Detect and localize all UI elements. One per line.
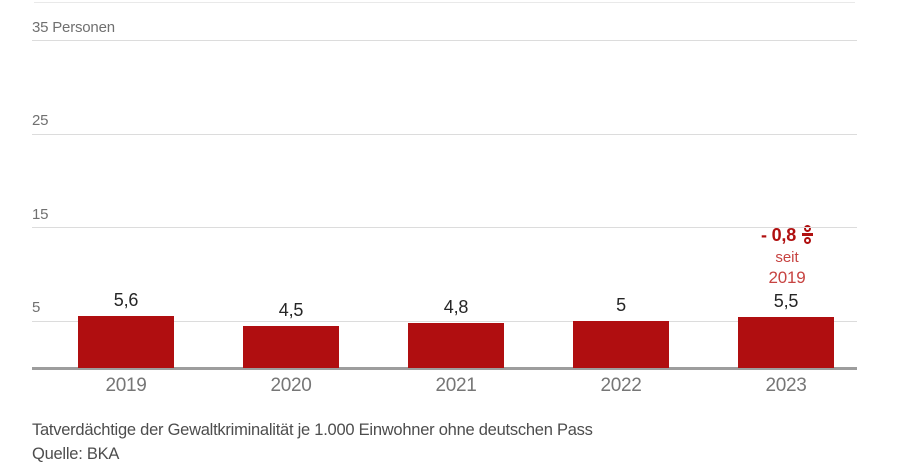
change-since-year: 2019 (768, 267, 806, 287)
x-axis-line (32, 367, 857, 370)
gridline-15 (32, 227, 857, 229)
change-since-label: seit (775, 248, 799, 266)
xtick-label-2019: 2019 (105, 375, 147, 396)
gridline-25 (32, 133, 857, 135)
gridline-5 (32, 320, 857, 322)
percent-icon-bar (802, 233, 814, 236)
xtick-label-2022: 2022 (600, 375, 642, 396)
bar-value-2023: 5,5 (773, 290, 799, 311)
bar-2021 (408, 323, 504, 368)
change-value: - 0,8 (760, 225, 797, 245)
chart-source: Quelle: BKA (32, 445, 120, 463)
bar-value-2019: 5,6 (113, 289, 139, 310)
ytick-label-15: 15 (32, 205, 49, 223)
xtick-label-2023: 2023 (765, 375, 807, 396)
ytick-label-5: 5 (32, 299, 41, 317)
percent-icon-top-ring (804, 225, 812, 233)
ytick-label-35: 35 Personen (32, 18, 115, 36)
chart-caption: Tatverdächtige der Gewaltkriminalität je… (32, 421, 593, 439)
bar-2019 (78, 315, 174, 368)
xtick-label-2020: 2020 (270, 375, 312, 396)
bar-2020 (243, 325, 339, 368)
bar-2022 (573, 321, 669, 368)
bar-2023 (738, 316, 834, 368)
ytick-label-25: 25 (32, 112, 49, 130)
xtick-label-2021: 2021 (435, 375, 477, 396)
percent-icon-bottom-ring (804, 236, 812, 244)
change-annotation: - 0,8 seit 2019 (722, 225, 852, 287)
percent-icon (802, 225, 814, 244)
change-value-row: - 0,8 (722, 225, 852, 246)
chart-top-border (34, 2, 855, 4)
bar-value-2022: 5 (616, 295, 626, 316)
bar-value-2021: 4,8 (443, 297, 469, 318)
bar-value-2020: 4,5 (278, 299, 304, 320)
gridline-35 (32, 40, 857, 42)
